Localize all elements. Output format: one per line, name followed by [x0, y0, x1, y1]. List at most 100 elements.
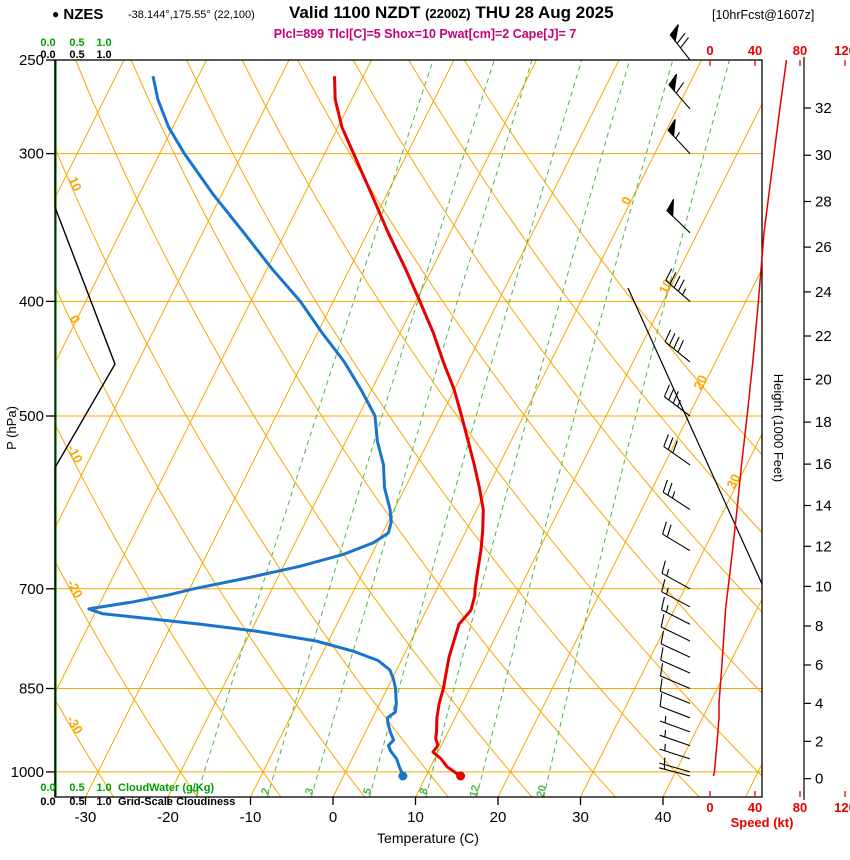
wind-barb-tick [659, 693, 663, 707]
cloudwater-axis-title: CloudWater (g/Kg) [118, 782, 214, 794]
wind-barb-tick [662, 479, 668, 493]
height-tick-label: 30 [815, 147, 832, 164]
wind-barb-tick [665, 268, 673, 281]
pressure-tick-label: 500 [19, 408, 44, 425]
temperature-tick-label: 10 [407, 809, 424, 826]
wind-barb-halftick [664, 729, 667, 738]
wind-barb-shaft [660, 690, 691, 704]
wind-barb-shaft [659, 748, 691, 760]
wind-barb-halftick [664, 715, 667, 723]
isotherm-line [497, 267, 762, 797]
isotherm-line [167, 60, 537, 797]
wind-barb-tick [668, 333, 676, 346]
isotherm-line [55, 60, 372, 695]
cloud-scale-rows: 0.00.00.00.00.50.50.50.51.01.01.01.0Clou… [40, 37, 235, 808]
dry-adiabat-line [352, 60, 762, 613]
wind-barb-shaft [659, 720, 691, 733]
pressure-tick-label: 300 [19, 146, 44, 163]
height-tick-label: 12 [815, 538, 832, 555]
dry-adiabat-line [297, 60, 762, 694]
speed-tick-label: 120 [834, 800, 850, 815]
wind-barb-tick [666, 524, 672, 538]
height-tick-label: 0 [815, 771, 823, 788]
height-tick-label: 10 [815, 578, 832, 595]
isotherm-line [332, 60, 702, 797]
valid-zulu: (2200Z) [425, 6, 471, 21]
pressure-tick-label: 700 [19, 581, 44, 598]
valid-date: THU 28 Aug 2025 [475, 3, 614, 22]
plot-frame [54, 59, 763, 798]
isotherm-line [415, 102, 762, 797]
dry-adiabat-line [55, 146, 449, 797]
dry-adiabat-line [408, 60, 762, 534]
height-tick-label: 14 [815, 498, 832, 515]
wind-barb-tick [667, 482, 673, 496]
isotherm-line [745, 762, 762, 797]
isotherm-line [85, 60, 455, 797]
isotherm-line [580, 432, 762, 797]
wind-barb-pennant [666, 199, 675, 218]
cloudwater-scale-label: 0.5 [69, 782, 84, 794]
height-axis-title: Height (1000 Feet) [771, 374, 786, 482]
svg-text:2: 2 [259, 787, 272, 796]
height-tick-label: 8 [815, 618, 823, 635]
speed-tick-label: 120 [834, 43, 850, 58]
wind-barb-tick [660, 630, 665, 644]
mixing-ratio-line [476, 60, 674, 797]
svg-text:1: 1 [189, 787, 202, 796]
pressure-axis-title: P (hPa) [4, 406, 19, 450]
wind-barb-tick [667, 437, 674, 450]
svg-text:-30: -30 [64, 713, 86, 737]
wind-barb-pennant [667, 119, 676, 138]
speed-axis-title: Speed (kt) [731, 815, 794, 830]
mixing-ratio-line [368, 60, 583, 797]
forecast-tag: [10hrFcst@1607z] [712, 8, 815, 22]
mixing-ratio-lines [196, 60, 730, 797]
wind-barb-tick [672, 391, 679, 404]
wind-barb-tick [660, 596, 665, 610]
cloudiness-scale-label: 0.5 [69, 796, 84, 808]
height-tick-label: 6 [815, 657, 823, 674]
height-tick-label: 20 [815, 371, 832, 388]
cloudwater-scale-label: 0.0 [40, 37, 55, 49]
svg-text:30: 30 [723, 471, 743, 491]
temperature-tick-label: -20 [157, 809, 179, 826]
wind-barb-halftick [671, 491, 676, 499]
height-tick-label: 4 [815, 695, 823, 712]
speed-axis: 0040408080120120Speed (kt) [706, 43, 850, 830]
pressure-tick-label: 250 [19, 52, 44, 69]
height-tick-label: 18 [815, 414, 832, 431]
dry-adiabat-line [75, 60, 533, 797]
svg-text:5: 5 [361, 787, 374, 796]
wind-barb-halftick [666, 587, 669, 595]
svg-text:8: 8 [418, 787, 431, 796]
wind-barb-tick [659, 678, 663, 692]
skewt-grid [55, 60, 762, 797]
speed-tick-label: 80 [793, 800, 807, 815]
isotherm-line [55, 60, 290, 530]
pressure-tick-label: 1000 [11, 764, 44, 781]
dry-adiabat-line [186, 60, 700, 797]
temperature-tick-label: -10 [240, 809, 262, 826]
cloudwater-scale-label: 0.0 [40, 782, 55, 794]
speed-tick-label: 0 [706, 43, 713, 58]
wind-barb-tick [668, 387, 675, 401]
wind-barb-halftick [664, 743, 666, 751]
mixing-ratio-line [266, 60, 495, 797]
pressure-axis: 250 300 400 500 700 850 1000 P (hPa) [4, 52, 55, 781]
wind-barb-shaft [660, 626, 691, 642]
wind-barb-shaft [660, 675, 691, 690]
mixing-ratio-line [196, 60, 434, 797]
wind-barb-halftick [682, 288, 687, 296]
wind-barb-tick [672, 440, 678, 454]
dry-adiabat-line [55, 698, 115, 797]
svg-text:0: 0 [618, 194, 635, 207]
wind-barb-tick [662, 521, 667, 535]
svg-text:12: 12 [468, 784, 483, 799]
wind-barb-shaft [661, 591, 691, 608]
valid-time: Valid 1100 NZDT (2200Z) THU 28 Aug 2025 [289, 3, 614, 23]
height-tick-label: 32 [815, 100, 832, 117]
cloudiness-scale-label: 0.5 [69, 49, 84, 61]
